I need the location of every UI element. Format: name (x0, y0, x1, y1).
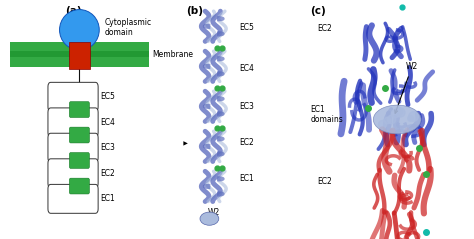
FancyBboxPatch shape (48, 108, 98, 137)
Text: EC4: EC4 (100, 118, 115, 127)
Text: (c): (c) (310, 6, 326, 16)
FancyBboxPatch shape (69, 102, 90, 118)
FancyBboxPatch shape (69, 153, 90, 168)
Text: Membrane: Membrane (153, 50, 193, 59)
Text: EC4: EC4 (240, 64, 255, 73)
Text: W2: W2 (208, 208, 220, 217)
FancyBboxPatch shape (69, 127, 90, 143)
FancyBboxPatch shape (48, 159, 98, 188)
Ellipse shape (200, 212, 219, 225)
FancyBboxPatch shape (69, 178, 90, 194)
Text: EC2: EC2 (317, 177, 332, 186)
Bar (9, 51, 149, 57)
Text: EC5: EC5 (100, 92, 115, 101)
FancyBboxPatch shape (48, 133, 98, 162)
Text: EC1
domains: EC1 domains (310, 105, 343, 125)
Bar (9, 42, 149, 67)
FancyBboxPatch shape (48, 185, 98, 213)
Text: EC1: EC1 (100, 194, 115, 203)
Text: EC2: EC2 (100, 169, 115, 178)
Text: EC3: EC3 (100, 143, 115, 152)
Ellipse shape (60, 10, 99, 50)
Ellipse shape (374, 105, 421, 134)
Text: EC2: EC2 (317, 24, 332, 33)
Text: EC5: EC5 (240, 23, 255, 32)
Text: Cytoplasmic
domain: Cytoplasmic domain (105, 18, 152, 37)
Text: (a): (a) (65, 6, 82, 16)
Bar (69, 42, 90, 69)
Text: EC1: EC1 (240, 174, 255, 183)
Text: (b): (b) (186, 6, 203, 16)
Text: W2: W2 (395, 62, 418, 113)
Text: EC2: EC2 (240, 138, 255, 147)
Text: EC3: EC3 (240, 102, 255, 111)
FancyBboxPatch shape (48, 82, 98, 111)
